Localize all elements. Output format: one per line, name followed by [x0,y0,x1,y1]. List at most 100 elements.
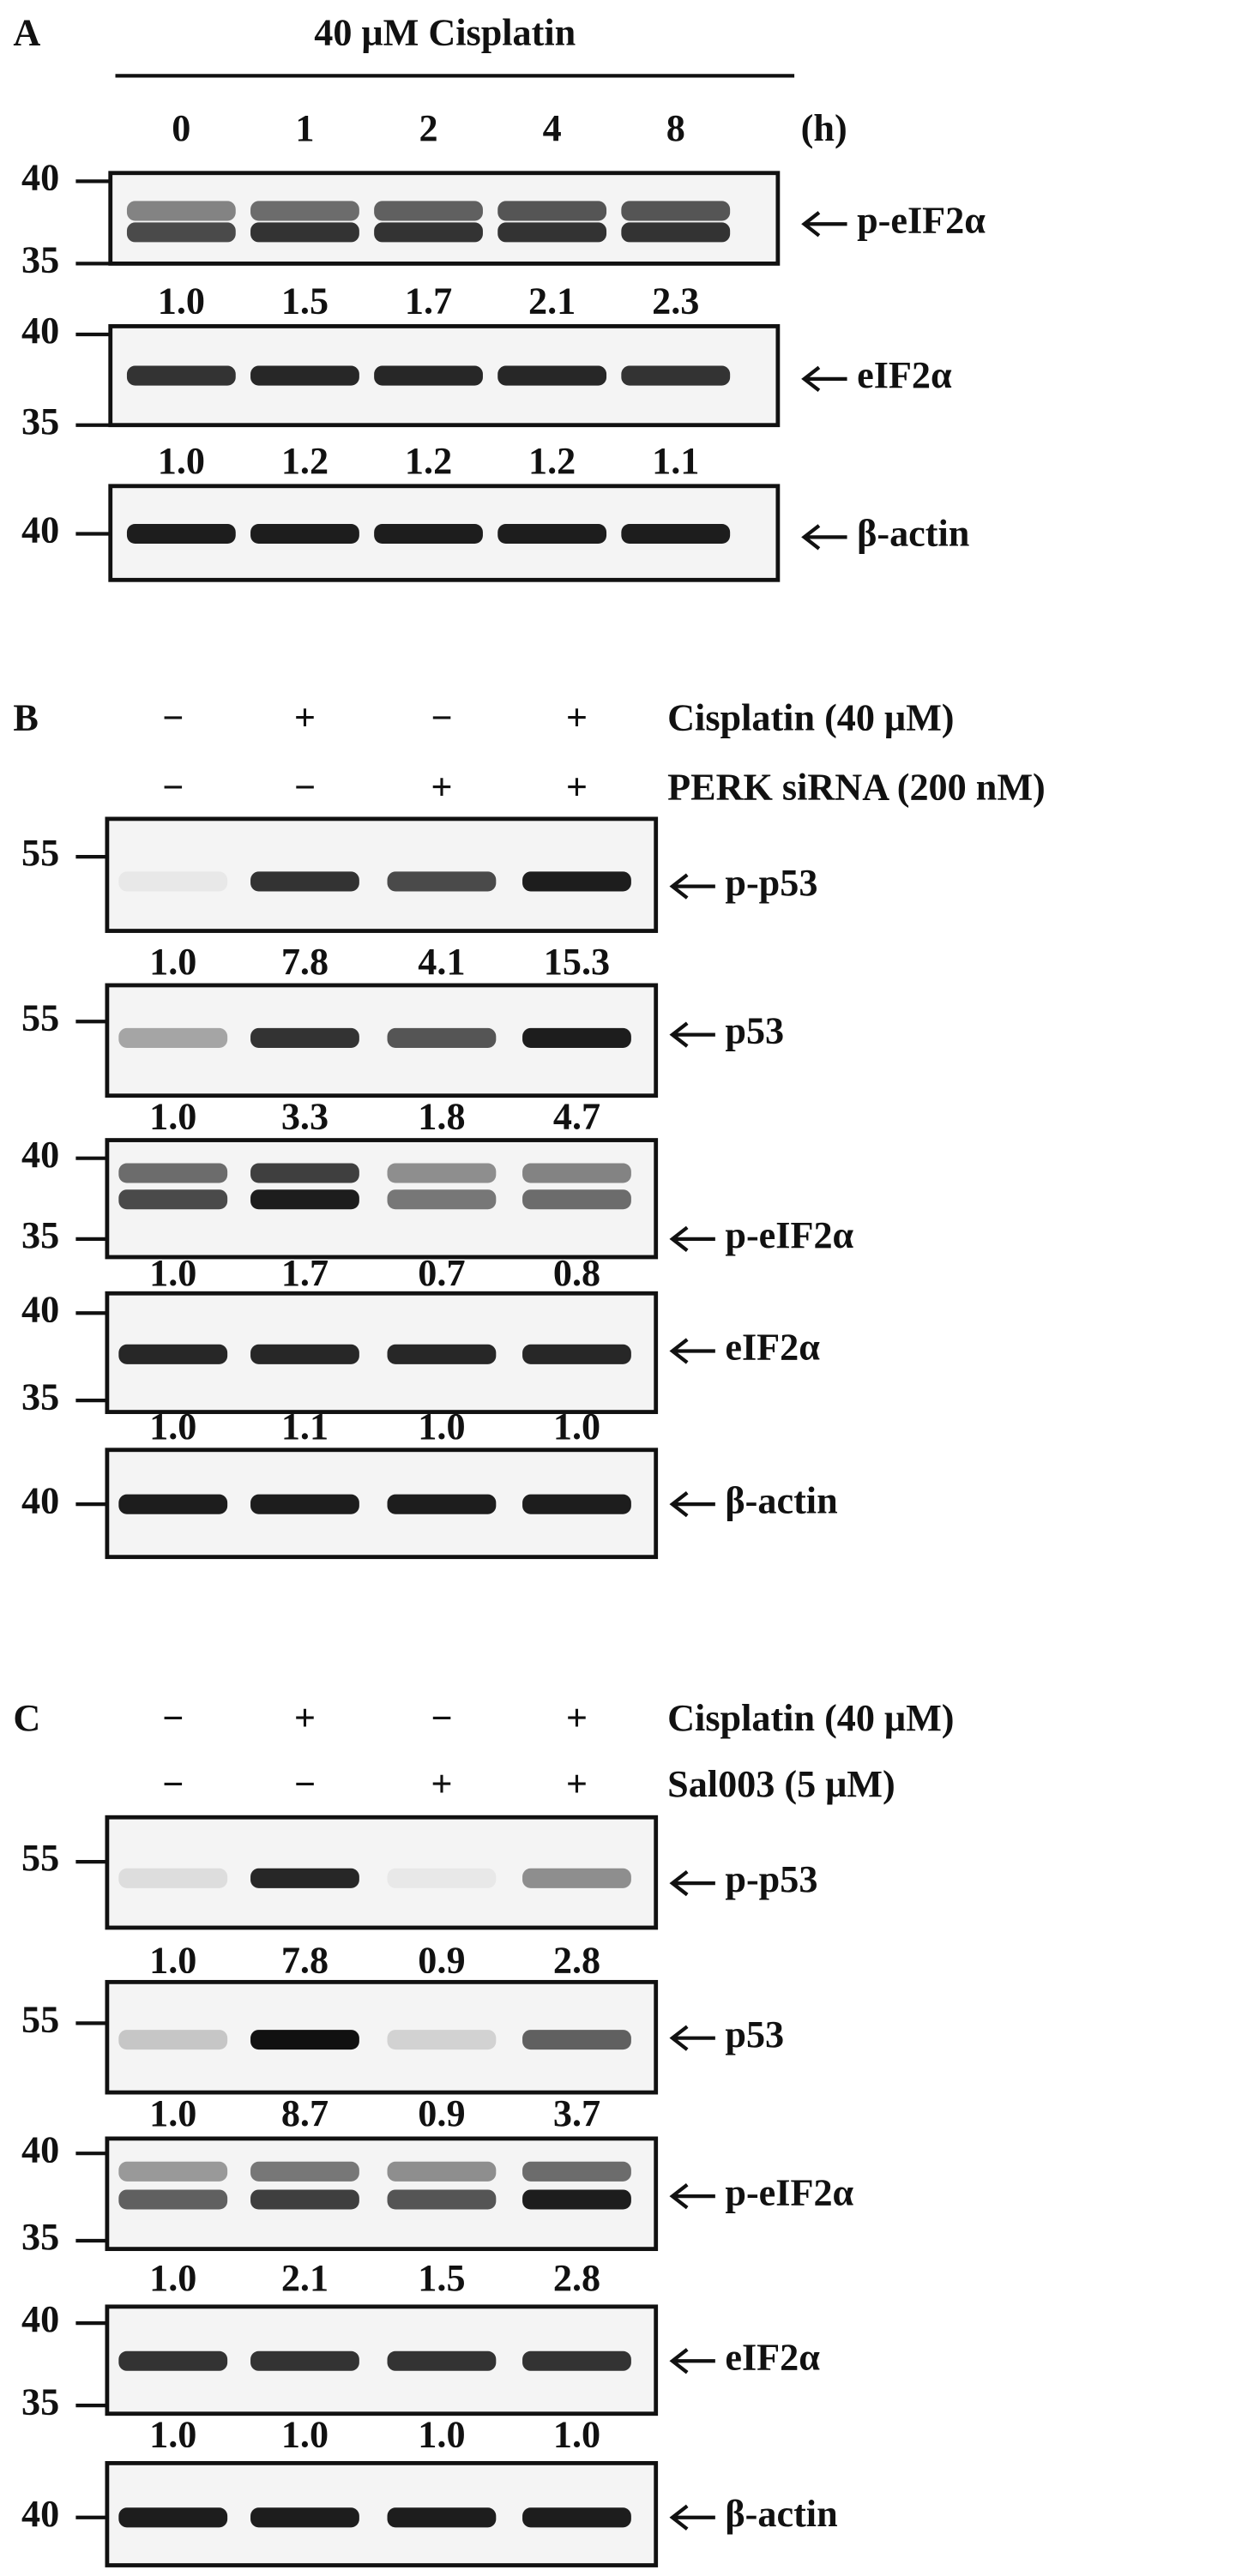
quantification: 1.7 [281,1252,329,1294]
band [250,2350,359,2371]
band [387,2507,497,2528]
band [621,523,731,545]
treatment-name: Cisplatin (40 μM) [667,1697,954,1739]
arrow [669,2504,715,2531]
panel-title: 40 μM Cisplatin [314,11,576,53]
blot-label: p-eIF2α [725,1214,853,1256]
arrow [669,873,715,900]
band [497,365,607,386]
band [387,1344,497,1364]
band [522,2161,631,2182]
blot-label: p-eIF2α [725,2171,853,2213]
band [387,1868,497,1888]
band [250,871,359,892]
marker-label: 40 [21,509,59,551]
marker-label: 40 [21,2493,59,2535]
quantification: 1.0 [553,2414,600,2456]
band [126,523,236,545]
treatment-sign: − [162,1697,184,1739]
band [522,2350,631,2371]
treatment-sign: − [431,1697,452,1739]
treatment-sign: − [162,697,184,739]
treatment-name: PERK siRNA (200 nM) [667,766,1046,808]
treatment-sign: − [431,697,452,739]
band [118,1868,228,1888]
quantification: 0.9 [418,2092,465,2134]
band [497,523,607,545]
band [387,2161,497,2182]
band [522,1163,631,1183]
quantification: 1.5 [418,2257,465,2299]
lane-label: 1 [295,107,314,149]
lane-label: 2 [419,107,438,149]
blot-label: p-p53 [725,862,817,904]
marker-label: 40 [21,1134,59,1176]
quantification: 4.7 [553,1096,600,1138]
band [250,1494,359,1514]
band [387,1027,497,1048]
treatment-name: Sal003 (5 μM) [667,1763,895,1805]
band [250,222,359,243]
marker-label: 55 [21,832,59,874]
blot-label: p-eIF2α [857,199,986,241]
band [387,871,497,892]
treatment-sign: − [162,766,184,808]
band [374,222,483,243]
lane-unit: (h) [801,107,847,149]
marker-label: 55 [21,996,59,1038]
marker-label: 35 [21,2380,59,2423]
band [250,1868,359,1888]
quantification: 1.0 [149,1096,196,1138]
quantification: 1.0 [418,2414,465,2456]
band [250,2507,359,2528]
quantification: 4.1 [418,941,465,983]
quantification: 1.1 [652,440,699,482]
band [126,222,236,243]
band [118,1494,228,1514]
band [118,871,228,892]
quantification: 1.1 [281,1405,329,1447]
band [250,201,359,221]
band [250,2030,359,2050]
blot-label: p53 [725,1010,784,1052]
blot-label: β-actin [725,1479,837,1521]
quantification: 1.0 [149,2092,196,2134]
arrow [669,1225,715,1252]
arrow [669,2025,715,2051]
treatment-sign: + [294,697,316,739]
band [387,2350,497,2371]
quantification: 1.0 [149,941,196,983]
quantification: 0.8 [553,1252,600,1294]
lane-label: 4 [543,107,562,149]
band [250,365,359,386]
band [118,1163,228,1183]
quantification: 2.3 [652,280,699,322]
quantification: 1.0 [158,280,205,322]
band [522,2507,631,2528]
quantification: 1.5 [281,280,329,322]
band [118,2189,228,2210]
arrow [669,2183,715,2210]
band [374,201,483,221]
lane-label: 0 [172,107,190,149]
marker-label: 35 [21,1214,59,1256]
quantification: 3.3 [281,1096,329,1138]
quantification: 2.8 [553,2257,600,2299]
arrow [801,524,847,551]
blot-label: eIF2α [857,354,952,396]
quantification: 3.7 [553,2092,600,2134]
quantification: 1.2 [405,440,452,482]
marker-label: 35 [21,400,59,442]
band [522,1868,631,1888]
band [250,1027,359,1048]
arrow [669,1338,715,1364]
quantification: 1.7 [405,280,452,322]
marker-label: 40 [21,1479,59,1521]
band [387,1494,497,1514]
band [621,201,731,221]
quantification: 1.0 [553,1405,600,1447]
treatment-sign: − [294,1763,316,1805]
panel-label: B [13,697,38,739]
quantification: 1.0 [149,1405,196,1447]
marker-label: 40 [21,156,59,198]
